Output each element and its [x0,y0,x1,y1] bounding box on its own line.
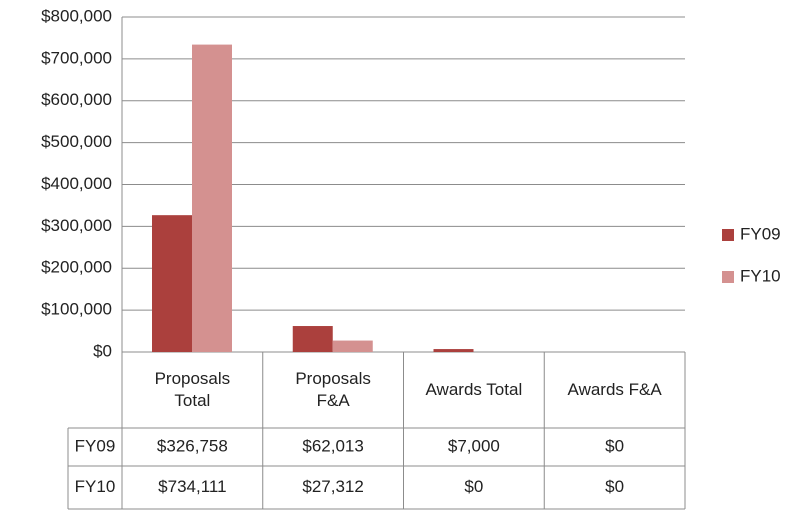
bar [332,340,373,352]
table-value: $0 [464,477,483,496]
bar [152,215,192,352]
y-tick-label: $200,000 [41,258,112,277]
table-value: $27,312 [302,477,363,496]
table-value: $0 [605,477,624,496]
y-tick-label: $400,000 [41,174,112,193]
category-label: Awards F&A [567,380,662,399]
y-tick-label: $600,000 [41,90,112,109]
row-label: FY09 [75,436,116,455]
category-label: Awards Total [425,380,523,399]
legend-swatch [722,229,734,241]
legend-label: FY10 [740,266,781,285]
table-value: $0 [605,436,624,455]
table-value: $7,000 [448,436,500,455]
y-tick-label: $300,000 [41,216,112,235]
bar [192,44,232,353]
y-tick-label: $100,000 [41,300,112,319]
y-tick-label: $700,000 [41,48,112,67]
legend-swatch [722,271,734,283]
bar [292,326,333,352]
row-label: FY10 [75,477,116,496]
bar [433,349,474,352]
y-tick-label: $800,000 [41,6,112,25]
y-tick-label: $0 [93,341,112,360]
table-value: $734,111 [158,477,226,496]
table-value: $62,013 [302,436,363,455]
table-value: $326,758 [157,436,228,455]
category-label: Proposals F&A [295,369,371,410]
legend-label: FY09 [740,224,781,243]
category-label: Proposals Total [154,369,231,410]
y-tick-label: $500,000 [41,132,112,151]
